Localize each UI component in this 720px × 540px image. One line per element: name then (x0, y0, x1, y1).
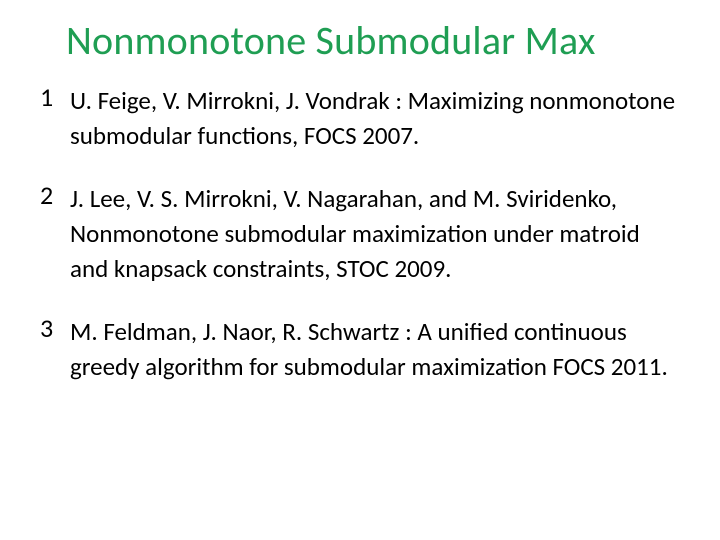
slide-title: Nonmonotone Submodular Max (40, 16, 680, 65)
reference-list: 1 U. Feige, V. Mirrokni, J. Vondrak : Ma… (40, 83, 680, 384)
reference-text: U. Feige, V. Mirrokni, J. Vondrak : Maxi… (70, 83, 680, 153)
reference-text: J. Lee, V. S. Mirrokni, V. Nagarahan, an… (70, 181, 680, 286)
reference-text: M. Feldman, J. Naor, R. Schwartz : A uni… (70, 314, 680, 384)
slide: Nonmonotone Submodular Max 1 U. Feige, V… (0, 0, 720, 540)
reference-number: 3 (40, 314, 56, 343)
reference-number: 2 (40, 181, 56, 210)
reference-item: 3 M. Feldman, J. Naor, R. Schwartz : A u… (40, 314, 680, 384)
reference-number: 1 (40, 83, 56, 112)
reference-item: 2 J. Lee, V. S. Mirrokni, V. Nagarahan, … (40, 181, 680, 286)
reference-item: 1 U. Feige, V. Mirrokni, J. Vondrak : Ma… (40, 83, 680, 153)
